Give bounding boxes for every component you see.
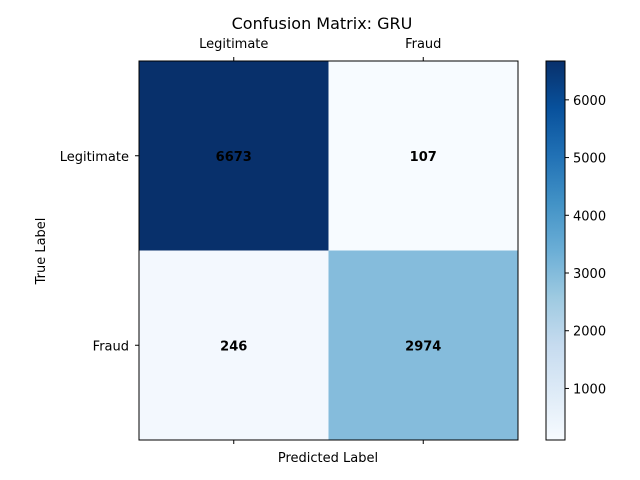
x-ticks: Legitimate Fraud [199, 37, 441, 444]
colorbar-tick-label: 1000 [573, 382, 606, 397]
x-axis-label: Predicted Label [278, 451, 378, 466]
x-tick-label: Fraud [405, 37, 441, 52]
heatmap-cell [139, 61, 329, 251]
y-axis-label: True Label [34, 218, 49, 286]
heatmap-cells [139, 61, 518, 440]
cell-value-label: 107 [410, 150, 437, 165]
chart-title: Confusion Matrix: GRU [232, 14, 413, 33]
colorbar [545, 60, 566, 441]
heatmap-cell [139, 250, 329, 440]
y-tick-label: Fraud [93, 339, 129, 354]
colorbar-tick-label: 6000 [573, 94, 606, 109]
cell-value-label: 246 [220, 339, 247, 354]
colorbar-tick-label: 5000 [573, 152, 606, 167]
colorbar-tick-label: 2000 [573, 325, 606, 340]
cell-value-label: 6673 [216, 150, 252, 165]
heatmap-cell [328, 250, 518, 440]
colorbar-tick-label: 4000 [573, 209, 606, 224]
x-tick-label: Legitimate [199, 37, 268, 52]
y-tick-label: Legitimate [60, 150, 129, 165]
cell-value-label: 2974 [405, 339, 441, 354]
colorbar-ticks: 1000 2000 3000 4000 5000 6000 [565, 94, 606, 397]
colorbar-tick-label: 3000 [573, 267, 606, 282]
y-ticks: Legitimate Fraud [60, 150, 139, 354]
plot-frame [138, 60, 519, 441]
heatmap-cell [328, 61, 518, 251]
cell-values: 6673 107 246 2974 [216, 150, 442, 355]
